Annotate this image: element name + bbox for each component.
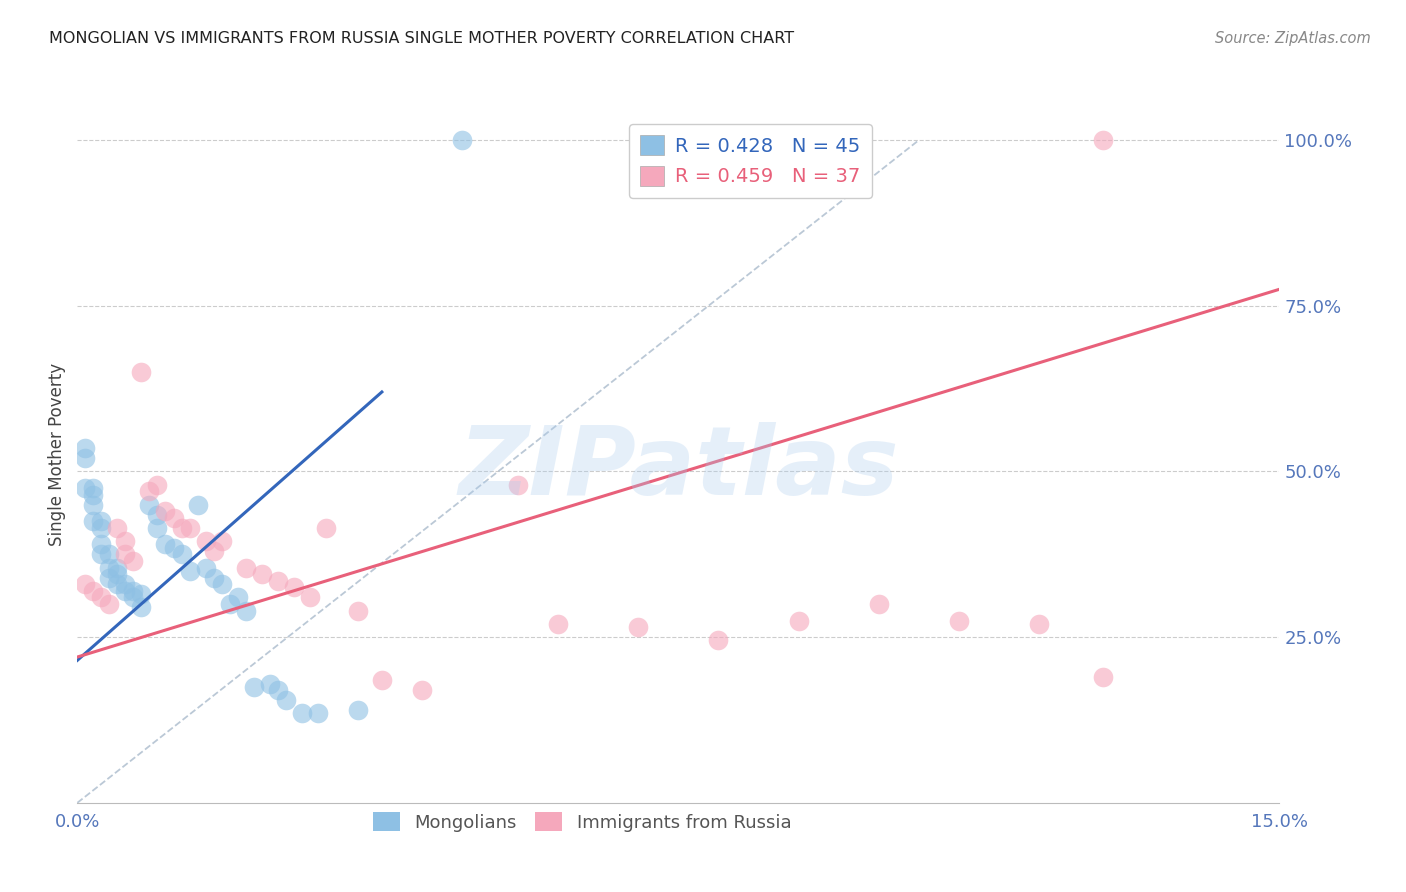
Point: [138, 484, 160, 499]
Point: [98, 547, 121, 561]
Point: [90, 521, 112, 535]
Point: [131, 587, 153, 601]
Point: [267, 574, 290, 588]
Point: [242, 680, 264, 694]
Point: [1028, 616, 1050, 631]
Point: [75, 442, 97, 456]
Point: [547, 616, 569, 631]
Point: [114, 583, 136, 598]
Point: [202, 570, 225, 584]
Point: [107, 521, 129, 535]
Point: [98, 570, 121, 584]
Point: [1092, 670, 1115, 684]
Point: [707, 633, 730, 648]
Point: [114, 534, 136, 549]
Point: [155, 504, 177, 518]
Point: [194, 534, 217, 549]
Point: [170, 521, 193, 535]
Point: [146, 521, 169, 535]
Point: [371, 673, 394, 688]
Point: [226, 591, 249, 605]
Point: [186, 498, 209, 512]
Point: [250, 567, 273, 582]
Point: [283, 581, 305, 595]
Point: [211, 534, 233, 549]
Point: [107, 560, 129, 574]
Point: [218, 597, 240, 611]
Point: [75, 481, 97, 495]
Point: [90, 547, 112, 561]
Point: [122, 554, 145, 568]
Point: [90, 514, 112, 528]
Point: [75, 451, 97, 466]
Text: Source: ZipAtlas.com: Source: ZipAtlas.com: [1215, 31, 1371, 46]
Point: [267, 683, 290, 698]
Point: [82, 488, 104, 502]
Point: [315, 521, 337, 535]
Point: [155, 537, 177, 551]
Y-axis label: Single Mother Poverty: Single Mother Poverty: [48, 363, 66, 547]
Point: [451, 133, 474, 147]
Point: [122, 583, 145, 598]
Point: [146, 508, 169, 522]
Point: [1092, 133, 1115, 147]
Point: [179, 564, 201, 578]
Point: [235, 560, 257, 574]
Point: [98, 560, 121, 574]
Point: [291, 706, 314, 721]
Text: MONGOLIAN VS IMMIGRANTS FROM RUSSIA SINGLE MOTHER POVERTY CORRELATION CHART: MONGOLIAN VS IMMIGRANTS FROM RUSSIA SING…: [49, 31, 794, 46]
Point: [138, 498, 160, 512]
Point: [146, 477, 169, 491]
Point: [107, 567, 129, 582]
Point: [107, 577, 129, 591]
Point: [235, 604, 257, 618]
Point: [131, 365, 153, 379]
Point: [347, 604, 370, 618]
Point: [82, 514, 104, 528]
Point: [90, 537, 112, 551]
Point: [162, 511, 184, 525]
Point: [307, 706, 329, 721]
Point: [868, 597, 890, 611]
Point: [75, 577, 97, 591]
Point: [162, 541, 184, 555]
Point: [90, 591, 112, 605]
Point: [411, 683, 433, 698]
Point: [508, 477, 530, 491]
Legend: Mongolians, Immigrants from Russia: Mongolians, Immigrants from Russia: [366, 805, 799, 839]
Text: ZIPatlas: ZIPatlas: [458, 422, 898, 516]
Point: [179, 521, 201, 535]
Point: [82, 583, 104, 598]
Point: [298, 591, 321, 605]
Point: [98, 597, 121, 611]
Point: [131, 600, 153, 615]
Point: [347, 703, 370, 717]
Point: [627, 620, 650, 634]
Point: [259, 676, 281, 690]
Point: [274, 693, 297, 707]
Point: [114, 547, 136, 561]
Point: [787, 614, 810, 628]
Point: [948, 614, 970, 628]
Point: [82, 481, 104, 495]
Point: [82, 498, 104, 512]
Point: [114, 577, 136, 591]
Point: [202, 544, 225, 558]
Point: [122, 591, 145, 605]
Point: [194, 560, 217, 574]
Point: [211, 577, 233, 591]
Point: [170, 547, 193, 561]
